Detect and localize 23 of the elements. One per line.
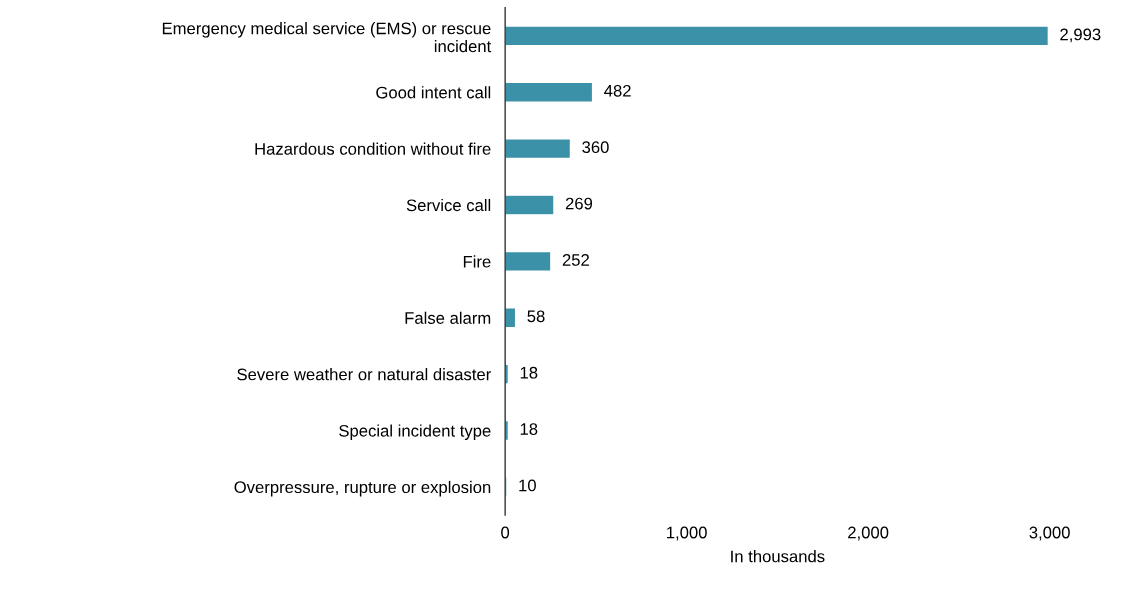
- data-label: 18: [520, 366, 538, 379]
- y-tick-label: False alarm: [405, 311, 491, 324]
- y-tick-label: Service call: [406, 198, 491, 212]
- y-tick-label: Fire: [463, 255, 491, 268]
- x-tick-label: 2,000: [848, 526, 889, 541]
- x-tick-label: 3,000: [1029, 526, 1070, 541]
- y-tick-label: Hazardous condition without fire: [255, 142, 491, 155]
- data-label: 2,993: [1060, 28, 1101, 43]
- y-tick-label: Special incident type: [339, 424, 491, 440]
- data-label: 269: [565, 197, 593, 210]
- y-tick-label: Emergency medical service (EMS) or rescue incident: [162, 22, 492, 53]
- x-tick-label: 0: [501, 526, 510, 539]
- x-tick-label: 1,000: [667, 526, 707, 541]
- data-label: 360: [582, 141, 609, 154]
- y-tick-label: Severe weather or natural disaster: [237, 368, 491, 381]
- y-tick-label: Good intent call: [376, 86, 491, 99]
- data-label: 252: [562, 254, 589, 266]
- y-tick-label: Overpressure, rupture or explosion: [234, 480, 491, 497]
- data-label: 58: [527, 310, 545, 323]
- data-label: 10: [519, 479, 536, 492]
- data-label: 482: [604, 84, 631, 97]
- x-axis-title: In thousands: [731, 550, 825, 563]
- data-label: 18: [520, 423, 538, 435]
